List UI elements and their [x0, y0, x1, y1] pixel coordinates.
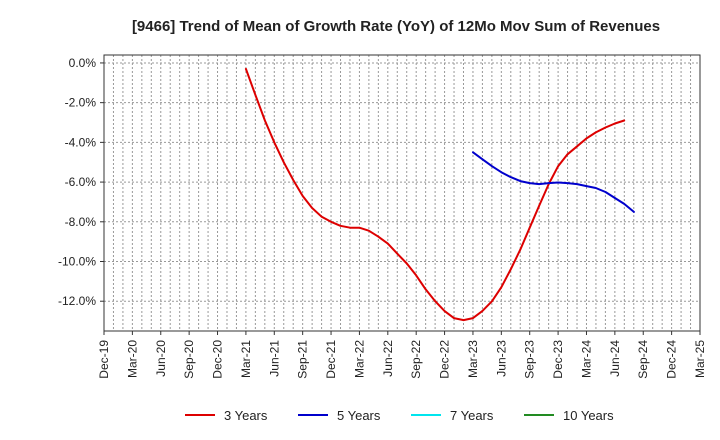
y-tick-label: -4.0%: [65, 135, 97, 149]
x-tick-label: Mar-25: [693, 340, 707, 378]
x-tick-label: Jun-24: [608, 340, 622, 377]
x-tick-label: Dec-20: [211, 340, 225, 379]
x-tick-label: Jun-20: [154, 340, 168, 377]
x-tick-label: Dec-22: [438, 340, 452, 379]
chart-title: [9466] Trend of Mean of Growth Rate (YoY…: [132, 18, 660, 35]
series-lines: [244, 67, 635, 322]
x-tick-label: Sep-22: [409, 340, 423, 379]
plot-area-border: [103, 54, 701, 332]
x-tick-label: Dec-23: [551, 340, 565, 379]
x-tick-label: Mar-22: [352, 340, 366, 378]
y-tick-label: -10.0%: [58, 255, 96, 269]
x-tick-label: Mar-24: [579, 340, 593, 378]
x-tick-label: Sep-21: [296, 340, 310, 379]
x-tick-label: Mar-21: [239, 340, 253, 378]
y-tick-label: 0.0%: [69, 56, 97, 70]
x-tick-label: Mar-23: [466, 340, 480, 378]
series-line-3-years: [244, 67, 626, 322]
y-tick-label: -12.0%: [58, 294, 96, 308]
y-axis: 0.0% -2.0% -4.0% -6.0% -8.0% -10.0% -12.0%: [58, 56, 104, 308]
x-tick-label: Sep-23: [523, 340, 537, 379]
series-line-5-years: [472, 151, 635, 213]
legend: 3 Years 5 Years 7 Years 10 Years: [185, 408, 614, 423]
x-tick-label: Dec-21: [324, 340, 338, 379]
x-tick-label: Dec-19: [97, 340, 111, 379]
legend-label: 3 Years: [224, 408, 268, 423]
x-tick-label: Jun-22: [381, 340, 395, 377]
x-axis: Dec-19 Mar-20 Jun-20 Sep-20 Dec-20 Mar-21 Jun-…: [97, 331, 707, 379]
legend-label: 10 Years: [563, 408, 614, 423]
y-tick-label: -2.0%: [65, 96, 97, 110]
x-tick-label: Mar-20: [125, 340, 139, 378]
x-tick-label: Jun-21: [267, 340, 281, 377]
x-tick-label: Dec-24: [665, 340, 679, 379]
legend-label: 5 Years: [337, 408, 381, 423]
x-tick-label: Sep-20: [182, 340, 196, 379]
y-tick-label: -6.0%: [65, 175, 97, 189]
grid: [104, 55, 700, 331]
legend-label: 7 Years: [450, 408, 494, 423]
x-tick-label: Jun-23: [494, 340, 508, 377]
y-tick-label: -8.0%: [65, 215, 97, 229]
x-tick-label: Sep-24: [636, 340, 650, 379]
